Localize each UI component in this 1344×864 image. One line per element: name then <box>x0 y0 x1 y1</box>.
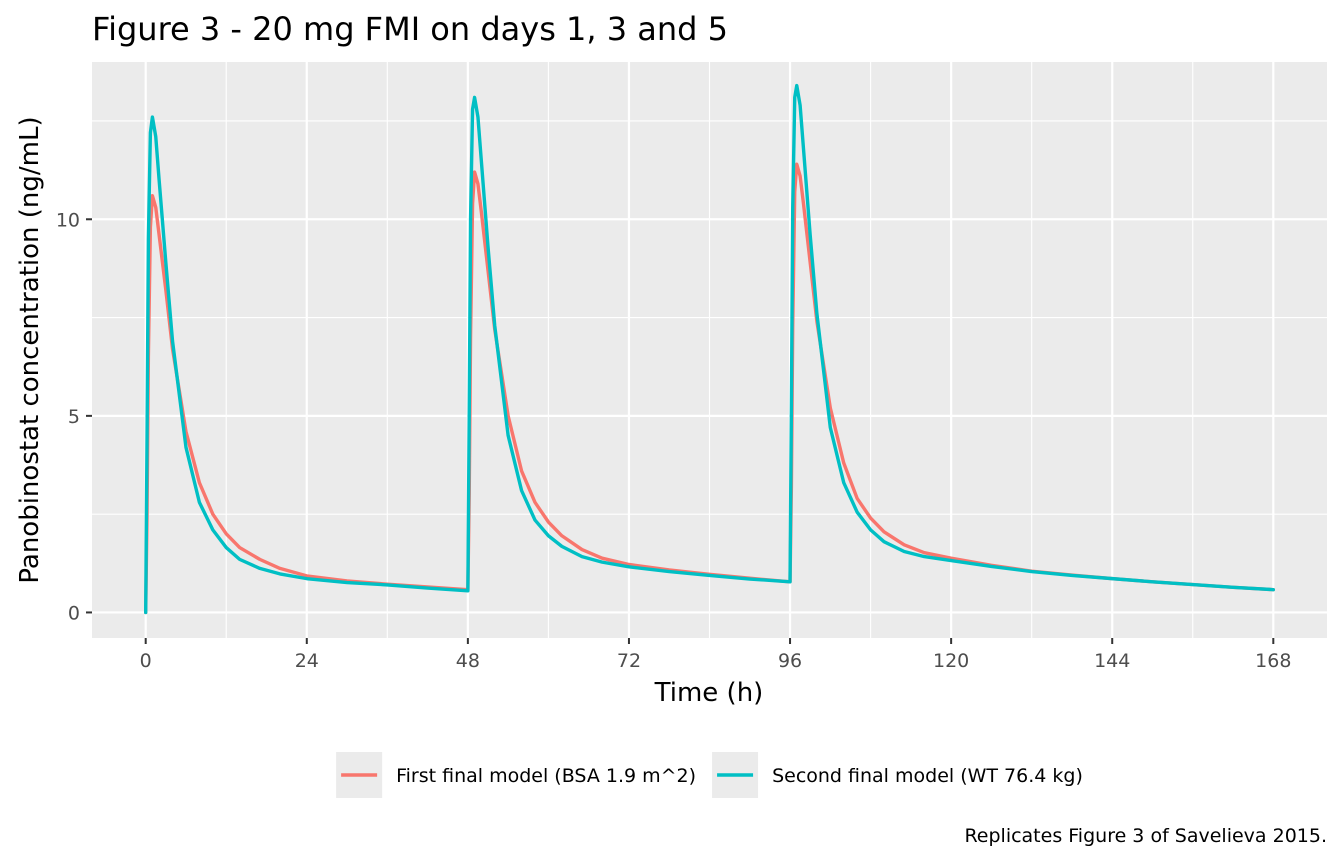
y-tick-label: 0 <box>68 602 80 624</box>
x-axis: 0 24 48 72 96 120 144 168 <box>140 638 1291 672</box>
y-axis-title: Panobinostat concentration (ng/mL) <box>15 116 45 583</box>
x-tick-label: 24 <box>295 650 319 672</box>
legend-item-1: First final model (BSA 1.9 m^2) <box>336 752 696 798</box>
x-tick-label: 120 <box>933 650 969 672</box>
x-tick-label: 0 <box>140 650 152 672</box>
legend-label-1: First final model (BSA 1.9 m^2) <box>396 765 696 787</box>
chart-title: Figure 3 - 20 mg FMI on days 1, 3 and 5 <box>92 10 728 48</box>
x-tick-label: 96 <box>778 650 802 672</box>
chart-caption: Replicates Figure 3 of Savelieva 2015. <box>964 825 1327 847</box>
series-layer <box>144 83 1275 615</box>
y-tick-label: 10 <box>56 209 80 231</box>
legend-item-2: Second final model (WT 76.4 kg) <box>712 752 1083 798</box>
x-tick-label: 144 <box>1094 650 1130 672</box>
x-axis-title: Time (h) <box>654 678 764 708</box>
series-line-1 <box>144 162 1275 615</box>
x-tick-label: 72 <box>617 650 641 672</box>
legend-label-2: Second final model (WT 76.4 kg) <box>772 765 1083 787</box>
legend: First final model (BSA 1.9 m^2) Second fi… <box>336 752 1083 798</box>
series-line-2 <box>144 83 1275 615</box>
x-tick-label: 48 <box>456 650 480 672</box>
y-axis: 0 5 10 <box>56 209 92 624</box>
x-tick-label: 168 <box>1255 650 1291 672</box>
y-tick-label: 5 <box>68 406 80 428</box>
